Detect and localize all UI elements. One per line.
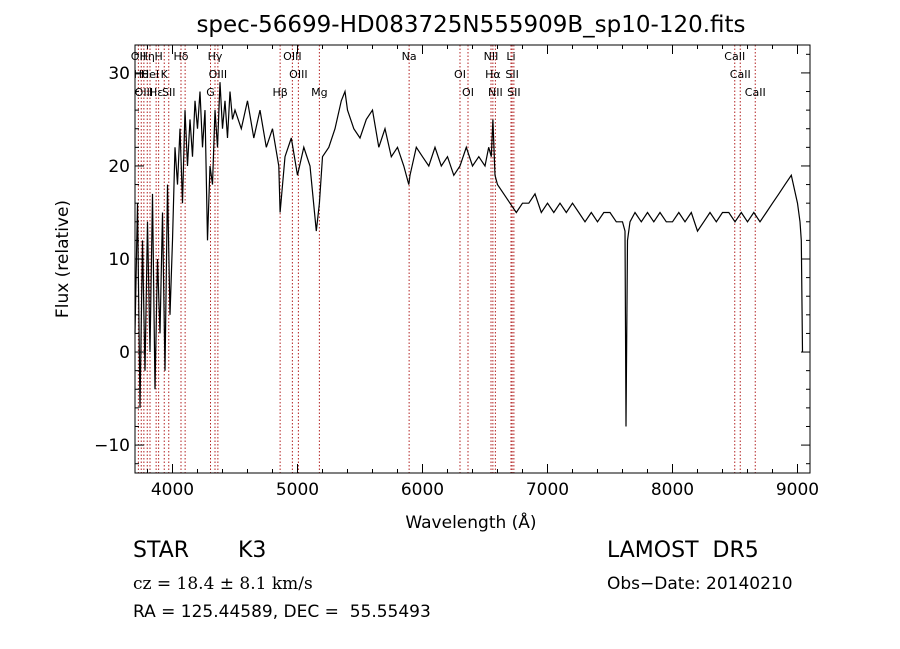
x-axis: 4000 5000 6000 7000 8000 9000	[147, 45, 819, 500]
x-tick-label: 7000	[526, 480, 569, 500]
y-tick-label: 10	[108, 250, 130, 270]
line-label: SII	[505, 68, 518, 81]
y-axis: −10 0 10 20 30	[94, 53, 810, 465]
line-label: G	[206, 86, 215, 99]
y-tick-label: 0	[119, 343, 130, 363]
survey-name: LAMOST DR5	[607, 538, 759, 563]
line-label: Li	[506, 50, 515, 63]
y-tick-label: 30	[108, 64, 130, 84]
chart-title: spec-56699-HD083725N555909B_sp10-120.fit…	[196, 12, 745, 38]
line-label: Hδ	[173, 50, 188, 63]
x-tick-label: 8000	[651, 480, 694, 500]
object-class: STAR	[133, 538, 190, 563]
y-axis-label: Flux (relative)	[53, 200, 73, 318]
spectral-line-markers	[137, 45, 756, 473]
line-label: H	[154, 50, 162, 63]
line-label: OIII	[209, 68, 227, 81]
line-label: Hα	[485, 68, 501, 81]
coordinates-info: RA = 125.44589, DEC = 55.55493	[133, 602, 431, 622]
line-label: Hε	[149, 86, 163, 99]
y-tick-label: −10	[94, 436, 130, 456]
x-tick-label: 4000	[151, 480, 194, 500]
x-axis-label: Wavelength (Å)	[405, 511, 536, 533]
line-label: CaII	[745, 86, 766, 99]
line-label: Hβ	[272, 86, 287, 99]
line-label: CaII	[730, 68, 751, 81]
redshift-info: cz = 18.4 ± 8.1 km/s	[133, 574, 313, 594]
line-label: SII	[162, 86, 175, 99]
line-label: SII	[507, 86, 520, 99]
line-label: OIII	[289, 68, 307, 81]
spectral-line-labels: OIIHθOIIIHηHeIHεHKSIIHδGHγOIIIHβOIIIOIII…	[131, 50, 766, 99]
x-tick-label: 6000	[401, 480, 444, 500]
line-label: OIII	[135, 86, 153, 99]
line-label: OI	[454, 68, 466, 81]
line-label: CaII	[724, 50, 745, 63]
line-label: NII	[488, 86, 503, 99]
x-tick-label: 5000	[276, 480, 319, 500]
object-subclass: K3	[238, 538, 267, 563]
line-label: NII	[484, 50, 499, 63]
line-label: HeI	[141, 68, 159, 81]
x-tick-label: 9000	[776, 480, 819, 500]
line-label: Hη	[140, 50, 155, 63]
line-label: Hγ	[208, 50, 223, 63]
spectrum-series-line	[134, 82, 804, 427]
observation-date: Obs−Date: 20140210	[607, 574, 793, 594]
line-label: OIII	[283, 50, 301, 63]
plot-frame	[134, 44, 811, 474]
line-label: Na	[402, 50, 417, 63]
y-tick-label: 20	[108, 157, 130, 177]
line-label: K	[161, 68, 169, 81]
line-label: Mg	[311, 86, 327, 99]
line-label: Hθ	[134, 68, 149, 81]
line-label: OI	[462, 86, 474, 99]
